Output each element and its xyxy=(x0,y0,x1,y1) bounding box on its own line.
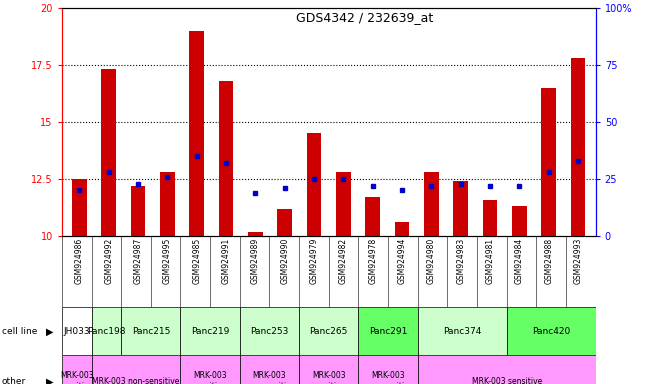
Bar xyxy=(395,222,409,236)
Text: Panc253: Panc253 xyxy=(250,327,288,336)
Text: MRK-003 non-sensitive: MRK-003 non-sensitive xyxy=(92,377,180,384)
Bar xyxy=(277,209,292,236)
Bar xyxy=(92,307,121,355)
Bar xyxy=(453,181,468,236)
Bar xyxy=(102,70,116,236)
Bar xyxy=(506,307,596,355)
Bar xyxy=(121,307,180,355)
Bar xyxy=(219,81,234,236)
Bar xyxy=(483,200,497,236)
Bar xyxy=(131,186,145,236)
Bar xyxy=(248,232,263,236)
Text: JH033: JH033 xyxy=(63,327,90,336)
Bar xyxy=(359,355,418,384)
Bar xyxy=(424,172,439,236)
Text: MRK-003
non-sensitive: MRK-003 non-sensitive xyxy=(243,371,295,384)
Bar xyxy=(299,307,359,355)
Bar xyxy=(336,172,351,236)
Bar xyxy=(307,133,322,236)
Text: MRK-003
sensitive: MRK-003 sensitive xyxy=(59,371,94,384)
Bar xyxy=(180,355,240,384)
Bar xyxy=(72,179,87,236)
Text: Panc219: Panc219 xyxy=(191,327,229,336)
Text: cell line: cell line xyxy=(2,327,37,336)
Text: MRK-003
non-sensitive: MRK-003 non-sensitive xyxy=(363,371,414,384)
Text: Panc420: Panc420 xyxy=(532,327,570,336)
Text: Panc215: Panc215 xyxy=(132,327,170,336)
Bar xyxy=(160,172,174,236)
Bar xyxy=(299,355,359,384)
Bar xyxy=(542,88,556,236)
Bar xyxy=(512,207,527,236)
Text: Panc374: Panc374 xyxy=(443,327,481,336)
Text: ▶: ▶ xyxy=(46,326,53,336)
Bar xyxy=(359,307,418,355)
Text: Panc265: Panc265 xyxy=(310,327,348,336)
Bar xyxy=(92,355,180,384)
Bar xyxy=(180,307,240,355)
Bar xyxy=(365,197,380,236)
Bar xyxy=(62,355,92,384)
Bar xyxy=(418,307,506,355)
Bar xyxy=(189,31,204,236)
Text: MRK-003
sensitive: MRK-003 sensitive xyxy=(193,371,227,384)
Bar xyxy=(571,58,585,236)
Text: Panc198: Panc198 xyxy=(87,327,126,336)
Bar xyxy=(418,355,596,384)
Bar xyxy=(240,355,299,384)
Text: other: other xyxy=(2,377,26,384)
Bar xyxy=(240,307,299,355)
Bar xyxy=(62,307,92,355)
Text: Panc291: Panc291 xyxy=(369,327,408,336)
Text: ▶: ▶ xyxy=(46,376,53,384)
Text: MRK-003 sensitive: MRK-003 sensitive xyxy=(471,377,542,384)
Text: GDS4342 / 232639_at: GDS4342 / 232639_at xyxy=(296,12,434,25)
Text: MRK-003
sensitive: MRK-003 sensitive xyxy=(312,371,346,384)
